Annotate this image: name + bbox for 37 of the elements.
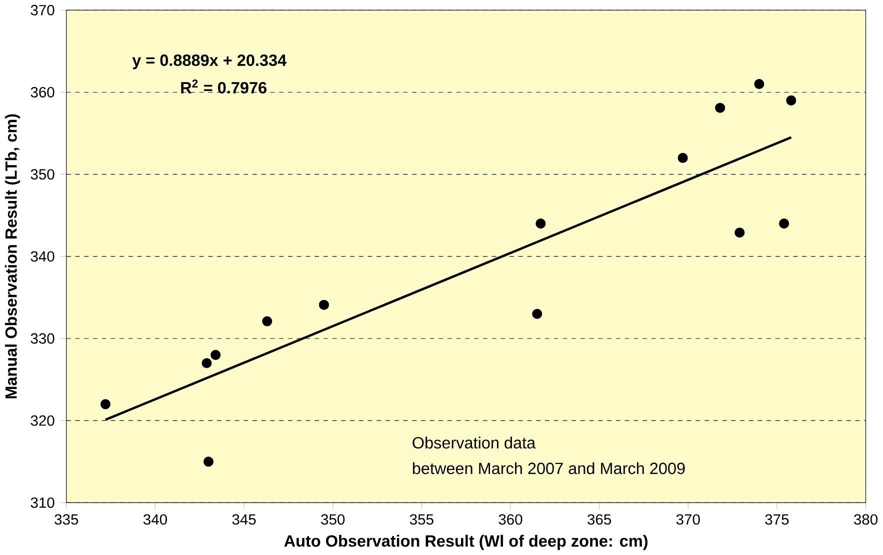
x-tick-label: 350 bbox=[321, 514, 345, 525]
point bbox=[715, 102, 726, 113]
point bbox=[786, 95, 796, 106]
x-tick-label: 340 bbox=[143, 514, 167, 525]
x-tick-label: 370 bbox=[676, 514, 700, 525]
annotation: R$^{2}$ = 0.7976 bbox=[181, 80, 266, 94]
y-axis-title: Manual Observation Result (LTb, cm) bbox=[4, 114, 20, 398]
y-tick-label: 330 bbox=[30, 333, 54, 344]
y-tick-label: 310 bbox=[30, 498, 54, 508]
x-tick-label: 380 bbox=[854, 514, 878, 525]
annotation: between March 2007 and March 2009 bbox=[412, 462, 685, 474]
y-tick-label: 360 bbox=[30, 87, 54, 98]
point bbox=[678, 152, 688, 163]
x-tick-label: 360 bbox=[498, 514, 522, 525]
annotation: y = 0.8889x + 20.334 bbox=[132, 54, 287, 70]
point bbox=[532, 308, 542, 319]
point bbox=[318, 300, 329, 310]
point bbox=[754, 79, 764, 90]
y-tick-label: 320 bbox=[30, 415, 54, 426]
point bbox=[202, 358, 212, 368]
x-tick-label: 365 bbox=[588, 514, 612, 525]
point bbox=[536, 218, 546, 229]
point bbox=[203, 456, 214, 467]
x-tick-label: 335 bbox=[54, 514, 78, 525]
point bbox=[262, 316, 272, 326]
x-axis-title: Auto Observation Result (Wl of deep zone: cm) bbox=[284, 534, 648, 550]
x-tick-label: 345 bbox=[232, 514, 256, 525]
point bbox=[779, 218, 790, 229]
y-tick-label: 350 bbox=[30, 169, 54, 180]
point bbox=[100, 399, 110, 410]
y-tick-label: 370 bbox=[30, 4, 54, 16]
point bbox=[210, 350, 221, 360]
y-tick-label: 340 bbox=[30, 251, 54, 262]
point bbox=[734, 228, 745, 238]
annotation: Observation data bbox=[412, 436, 536, 449]
x-tick-label: 375 bbox=[765, 514, 789, 525]
x-tick-label: 355 bbox=[410, 514, 434, 525]
